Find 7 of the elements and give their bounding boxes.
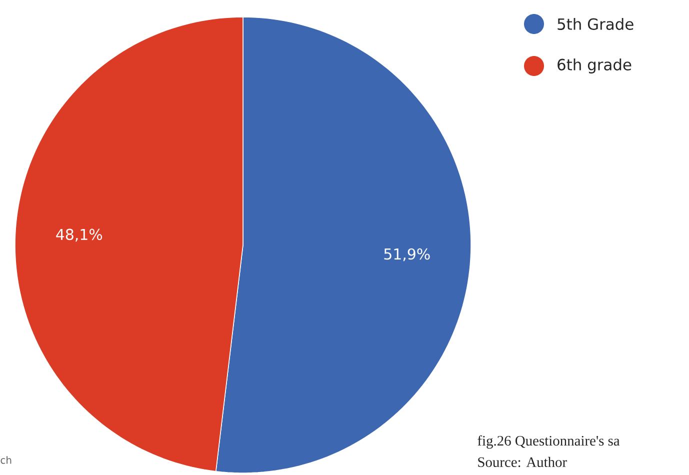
legend-label: 5th Grade	[558, 18, 634, 30]
data-label: 48,1%	[56, 228, 102, 242]
caption: fig.26 Questionnaire's sa	[478, 435, 620, 449]
legend-label: 6th grade	[558, 58, 632, 74]
data-label: 51,9%	[384, 248, 430, 262]
source-note: Source: Author	[478, 456, 567, 468]
text: ch	[0, 456, 12, 464]
